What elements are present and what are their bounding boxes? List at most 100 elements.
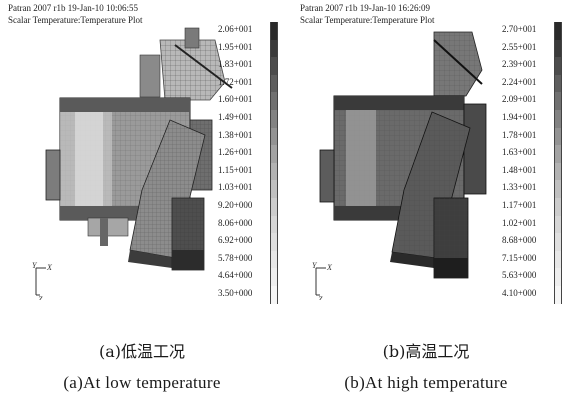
caption-a-english: (a)At low temperature [63,373,221,392]
legend-swatch [270,180,278,198]
axis-x-label: X [326,263,333,272]
legend-entry: 4.64+000 [218,268,278,286]
legend-entry: 1.78+001 [502,127,562,146]
legend-value: 1.15+001 [218,164,253,175]
header-line-2: Scalar Temperature:Temperature Plot [300,15,435,25]
legend-entry: 1.49+001 [218,109,278,128]
legend-swatch [554,127,562,146]
legend-value: 4.64+000 [218,270,253,281]
temperature-legend: 2.70+001 2.55+001 2.39+001 2.24+001 2.09+001… [502,22,562,304]
legend-value: 2.39+001 [502,59,537,70]
temperature-legend: 2.06+001 1.95+001 1.83+001 1.72+001 1.60+001… [218,22,278,304]
caption-b-chinese: (b)高温工况 [382,342,470,361]
legend-value: 2.55+001 [502,41,537,52]
legend-entry: 1.95+001 [218,39,278,58]
legend-value: 2.24+001 [502,76,537,87]
legend-entry: 1.72+001 [218,74,278,93]
legend-value: 5.78+000 [218,252,253,263]
legend-entry: 9.20+000 [218,197,278,216]
coordinate-triad [315,267,326,296]
legend-value: 3.50+000 [218,287,253,298]
legend-value: 1.63+001 [502,147,537,158]
legend-value: 2.70+001 [502,24,537,34]
axis-z-label: Z [38,295,43,300]
legend-value: 2.06+001 [218,24,253,34]
caption-b-english: (b)At high temperature [344,373,508,392]
legend-value: 1.78+001 [502,129,537,140]
legend-entry: 1.17+001 [502,197,562,216]
legend-swatch [270,57,278,75]
legend-entry: 2.39+001 [502,57,562,75]
legend-entry: 7.15+000 [502,250,562,269]
legend-value: 4.10+000 [502,287,537,298]
legend-entry: 2.24+001 [502,74,562,93]
legend-swatch [554,215,562,234]
legend-entry: 2.06+001 [218,22,278,40]
legend-entry: 8.06+000 [218,215,278,234]
legend-value: 2.09+001 [502,94,537,105]
legend-entry: 1.60+001 [218,92,278,110]
legend-value: 9.20+000 [218,199,253,210]
legend-swatch [270,127,278,146]
temperature-contour-plot: Y X Z [312,31,487,300]
axis-z-label: Z [318,295,323,300]
legend-swatch [554,250,562,269]
axis-y-label: Y [312,261,318,270]
header-line-1: Patran 2007 r1b 19-Jan-10 10:06:55 [8,3,138,13]
axis-y-label: Y [32,261,38,270]
legend-swatch [554,22,562,40]
legend-entry: 1.02+001 [502,215,562,234]
legend-entry: 1.15+001 [218,162,278,181]
legend-swatch [554,285,562,304]
legend-value: 8.68+000 [502,235,537,246]
legend-swatch [554,197,562,216]
legend-swatch [270,285,278,304]
legend-entry: 1.83+001 [218,57,278,75]
temperature-contour-plot: Y X Z [32,27,233,300]
legend-value: 1.03+001 [218,182,253,193]
plot-header: Patran 2007 r1b 19-Jan-10 16:26:09 Scala… [300,2,435,26]
legend-swatch [554,180,562,198]
legend-swatch [270,233,278,251]
legend-value: 1.72+001 [218,76,253,87]
legend-entry: 6.92+000 [218,233,278,251]
legend-entry: 2.70+001 [502,22,562,40]
axis-x-label: X [46,263,53,272]
legend-entry: 5.78+000 [218,250,278,269]
legend-value: 1.95+001 [218,41,253,52]
legend-value: 6.92+000 [218,235,253,246]
legend-entry: 8.68+000 [502,233,562,251]
legend-value: 1.60+001 [218,94,253,105]
legend-entry: 1.03+001 [218,180,278,198]
caption-a-chinese: (a)低温工况 [98,342,186,361]
legend-swatch [554,39,562,58]
panel-low-temperature: Patran 2007 r1b 19-Jan-10 10:06:55 Scala… [0,0,284,304]
legend-value: 1.38+001 [218,129,253,140]
legend-value: 5.63+000 [502,270,537,281]
legend-value: 1.33+001 [502,182,537,193]
legend-value: 8.06+000 [218,217,253,228]
header-line-1: Patran 2007 r1b 19-Jan-10 16:26:09 [300,3,430,13]
legend-value: 1.17+001 [502,199,537,210]
legend-value: 7.15+000 [502,252,537,263]
legend-entry: 5.63+000 [502,268,562,286]
legend-swatch [270,145,278,163]
legend-entry: 3.50+000 [218,285,278,304]
legend-swatch [554,109,562,128]
legend-entry: 1.33+001 [502,180,562,198]
legend-swatch [270,74,278,93]
legend-value: 1.02+001 [502,217,537,228]
plot-header: Patran 2007 r1b 19-Jan-10 10:06:55 Scala… [8,2,143,26]
legend-swatch [554,162,562,181]
legend-entry: 1.26+001 [218,145,278,163]
legend-entry: 1.94+001 [502,109,562,128]
legend-swatch [270,92,278,110]
legend-entry: 2.09+001 [502,92,562,110]
legend-swatch [270,197,278,216]
legend-swatch [270,162,278,181]
legend-swatch [554,268,562,286]
legend-swatch [270,268,278,286]
legend-entry: 1.38+001 [218,127,278,146]
header-line-2: Scalar Temperature:Temperature Plot [8,15,143,25]
legend-swatch [554,57,562,75]
